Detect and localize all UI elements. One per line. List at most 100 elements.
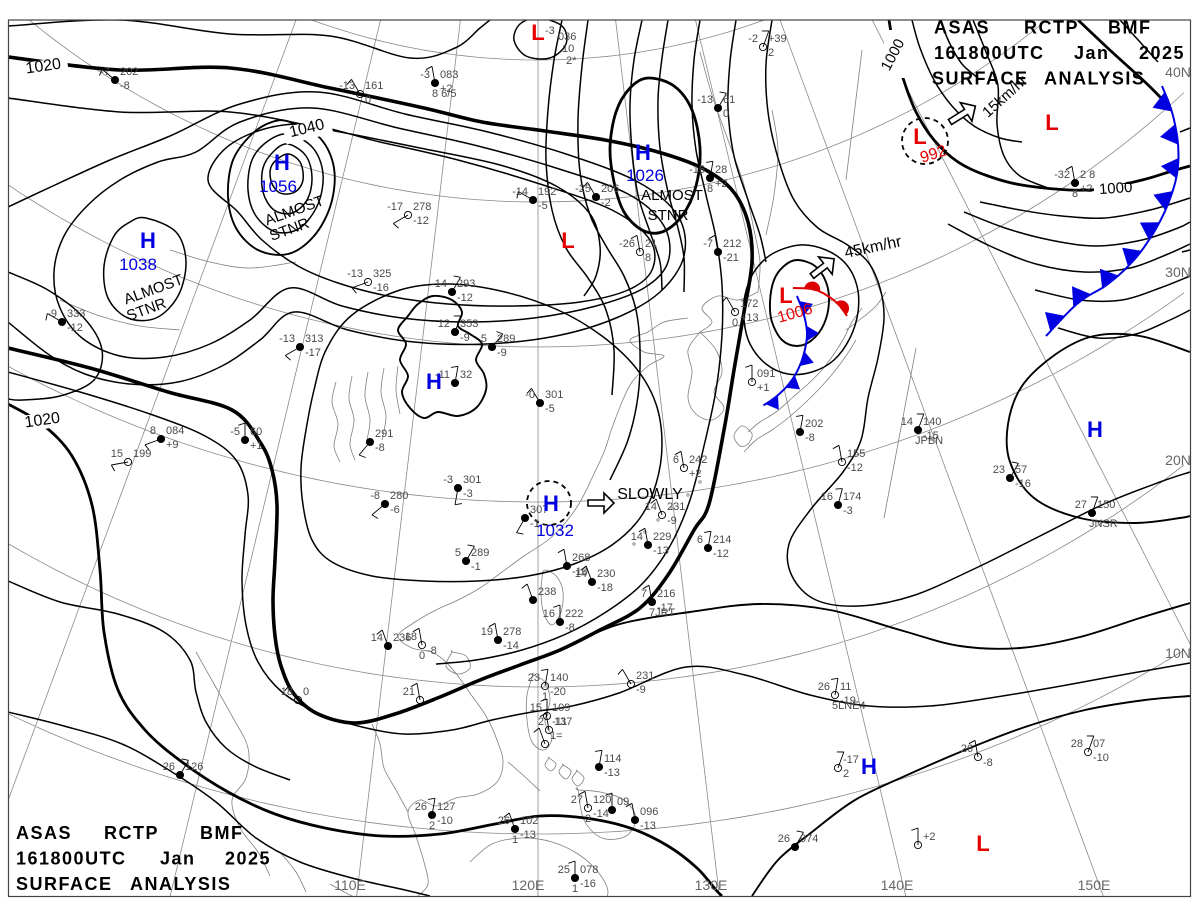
svg-text:126: 126 <box>185 761 203 773</box>
svg-text:-1: -1 <box>471 561 481 573</box>
svg-text:-9: -9 <box>497 347 507 359</box>
svg-text:+1: +1 <box>250 440 263 452</box>
svg-text:-14: -14 <box>503 640 519 652</box>
svg-text:-3: -3 <box>843 505 853 517</box>
svg-text:199: 199 <box>133 448 151 460</box>
svg-text:27: 27 <box>1075 499 1087 511</box>
svg-text:1: 1 <box>572 883 578 895</box>
svg-text:-17: -17 <box>657 602 673 614</box>
svg-text:-5: -5 <box>538 200 548 212</box>
svg-text:18: 18 <box>281 686 293 698</box>
svg-text:21: 21 <box>645 238 657 250</box>
svg-text:-16: -16 <box>1015 478 1031 490</box>
svg-text:5: 5 <box>481 333 487 345</box>
svg-text:L: L <box>976 831 989 856</box>
svg-text:-12: -12 <box>67 322 83 334</box>
svg-text:130E: 130E <box>695 877 728 893</box>
svg-text:212: 212 <box>723 238 741 250</box>
svg-text:-17: -17 <box>387 201 403 213</box>
svg-text:27: 27 <box>571 794 583 806</box>
svg-text:110E: 110E <box>334 877 366 893</box>
svg-text:8: 8 <box>707 183 713 195</box>
svg-text:172: 172 <box>740 298 758 310</box>
svg-text:-10: -10 <box>437 815 453 827</box>
svg-text:26: 26 <box>415 801 427 813</box>
svg-text:-15: -15 <box>689 164 705 176</box>
svg-text:18: 18 <box>405 631 417 643</box>
svg-text:231: 231 <box>636 670 654 682</box>
svg-text:174: 174 <box>843 491 861 503</box>
svg-text:H: H <box>274 150 290 175</box>
svg-text:21: 21 <box>403 686 415 698</box>
svg-text:SURFACE: SURFACE <box>16 874 113 894</box>
svg-text:-3: -3 <box>420 69 430 81</box>
svg-text:238: 238 <box>538 586 556 598</box>
svg-text:ALMOST: ALMOST <box>641 187 703 204</box>
svg-text:11: 11 <box>840 681 851 693</box>
svg-text:ASAS: ASAS <box>16 823 72 843</box>
svg-text:236: 236 <box>393 632 411 644</box>
svg-text:26: 26 <box>163 761 175 773</box>
svg-text:-12: -12 <box>413 215 429 227</box>
svg-text:2: 2 <box>585 813 591 825</box>
svg-text:2025: 2025 <box>1139 43 1185 63</box>
svg-text:-5: -5 <box>230 426 240 438</box>
svg-text:8: 8 <box>1072 188 1078 200</box>
svg-text:137: 137 <box>554 716 572 728</box>
svg-text:307: 307 <box>530 504 548 516</box>
svg-text:-3: -3 <box>463 488 473 500</box>
svg-text:161800UTC: 161800UTC <box>934 43 1045 63</box>
svg-text:289: 289 <box>471 547 489 559</box>
svg-text:-9: -9 <box>667 515 677 527</box>
svg-text:H: H <box>543 491 559 516</box>
svg-text:0: 0 <box>732 317 738 329</box>
svg-text:6: 6 <box>673 454 679 466</box>
svg-text:2: 2 <box>538 716 544 728</box>
svg-text:102: 102 <box>520 815 538 827</box>
svg-text:-7: -7 <box>703 238 713 250</box>
svg-text:5LNE4: 5LNE4 <box>832 700 866 712</box>
svg-text:-26: -26 <box>619 238 635 250</box>
svg-text:-5: -5 <box>545 403 555 415</box>
svg-text:-2: -2 <box>748 33 758 45</box>
svg-text:161: 161 <box>365 80 383 92</box>
svg-text:-13: -13 <box>520 829 536 841</box>
svg-text:16: 16 <box>543 608 555 620</box>
svg-text:074: 074 <box>800 833 818 845</box>
svg-text:083: 083 <box>440 69 458 81</box>
svg-text:127: 127 <box>437 801 455 813</box>
svg-text:-8: -8 <box>805 432 815 444</box>
svg-text:216: 216 <box>657 588 675 600</box>
svg-text:214: 214 <box>713 534 731 546</box>
svg-text:6: 6 <box>697 534 703 546</box>
svg-text:14: 14 <box>371 632 383 644</box>
svg-text:-11: -11 <box>552 716 567 728</box>
svg-text:8 6/5: 8 6/5 <box>432 88 456 100</box>
svg-text:07: 07 <box>1093 738 1105 750</box>
svg-text:-9: -9 <box>460 332 470 344</box>
svg-text:-12: -12 <box>847 462 863 474</box>
svg-text:-13: -13 <box>653 545 669 557</box>
svg-text:16: 16 <box>821 491 833 503</box>
svg-text:192: 192 <box>538 186 556 198</box>
svg-text:-10: -10 <box>1093 752 1109 764</box>
svg-text:30N: 30N <box>1165 264 1191 280</box>
svg-text:12: 12 <box>438 318 450 330</box>
svg-text:7: 7 <box>641 588 647 600</box>
svg-text:280: 280 <box>390 490 408 502</box>
svg-text:202: 202 <box>805 418 823 430</box>
svg-text:301: 301 <box>545 389 563 401</box>
svg-text:-8: -8 <box>120 80 130 92</box>
svg-text:BMF: BMF <box>200 823 244 843</box>
svg-text:14: 14 <box>575 568 587 580</box>
svg-text:-9: -9 <box>47 308 57 320</box>
svg-text:2*: 2* <box>566 55 577 67</box>
svg-text:7JRT: 7JRT <box>649 607 675 619</box>
svg-text:10: 10 <box>562 43 574 55</box>
svg-text:230: 230 <box>597 568 615 580</box>
svg-text:-8: -8 <box>375 442 385 454</box>
svg-text:313: 313 <box>305 333 323 345</box>
svg-text:1=: 1= <box>550 730 563 742</box>
svg-text:333: 333 <box>67 308 85 320</box>
svg-text:H: H <box>861 754 877 779</box>
